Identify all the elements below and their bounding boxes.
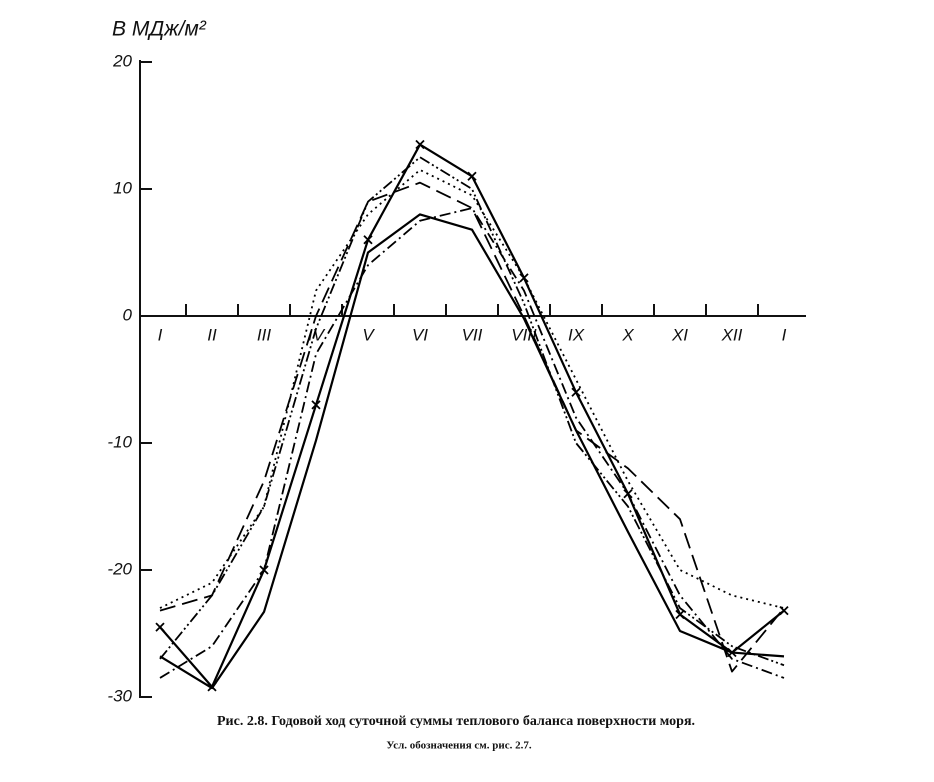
y-tick-label: -10 xyxy=(107,432,132,451)
chart-subtitle: Усл. обозначения см. рис. 2.7. xyxy=(386,740,532,752)
line-series xyxy=(159,207,785,679)
line-series xyxy=(159,181,785,673)
x-marker xyxy=(311,400,321,410)
x-tick-label: VIII xyxy=(511,325,537,344)
line-series xyxy=(159,213,785,690)
x-tick-label: IV xyxy=(308,325,326,344)
x-marker xyxy=(363,235,373,245)
y-tick-label: 10 xyxy=(113,178,132,197)
x-tick-label: I xyxy=(782,325,787,344)
x-tick-label: V xyxy=(362,325,375,344)
y-tick-label: -20 xyxy=(107,559,132,578)
x-tick-label: II xyxy=(207,325,217,344)
x-marker xyxy=(467,171,477,181)
x-tick-label: X xyxy=(621,325,634,344)
x-marker xyxy=(675,609,685,620)
x-tick-label: VI xyxy=(412,325,428,344)
x-marker xyxy=(415,139,425,150)
y-tick-label: 0 xyxy=(123,305,133,324)
line-series xyxy=(159,156,785,667)
x-tick-label: IX xyxy=(568,325,585,344)
x-marker xyxy=(155,622,165,632)
y-axis-label: B МДж/м² xyxy=(112,18,207,41)
x-tick-label: XII xyxy=(721,325,743,344)
y-tick-label: -30 xyxy=(107,686,132,705)
chart-title: Рис. 2.8. Годовой ход суточной суммы теп… xyxy=(217,714,695,729)
x-tick-label: VII xyxy=(462,325,483,344)
x-tick-label: I xyxy=(158,325,163,344)
line-series xyxy=(159,143,785,688)
x-tick-label: III xyxy=(257,325,271,344)
x-marker xyxy=(571,387,581,397)
line-series xyxy=(159,169,785,609)
x-marker xyxy=(207,682,217,692)
x-tick-label: XI xyxy=(671,325,688,344)
y-tick-label: 20 xyxy=(112,51,132,70)
